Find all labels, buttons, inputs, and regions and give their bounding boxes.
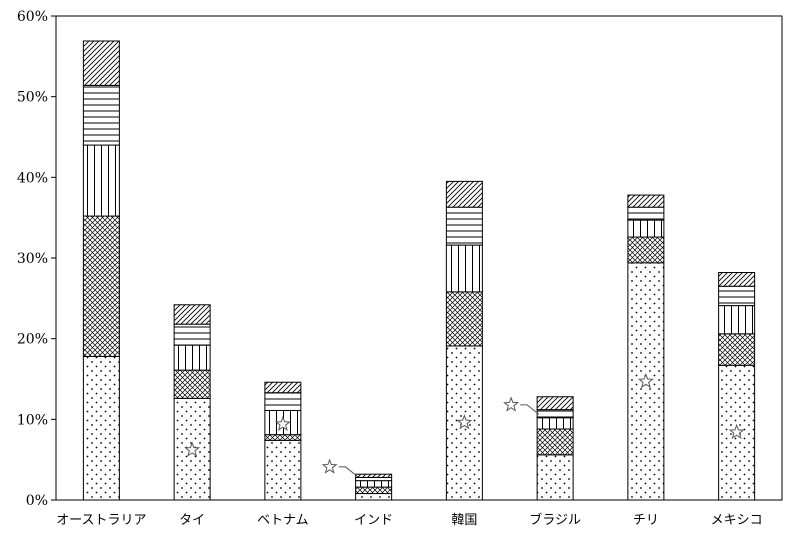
y-tick-label: 0% bbox=[26, 493, 48, 509]
bar-segment-crosshatch bbox=[718, 333, 756, 366]
bar-segment-diagonal bbox=[173, 304, 211, 325]
bar-segment-diagonal bbox=[355, 473, 393, 478]
bar-segment-vertical bbox=[173, 344, 211, 371]
star-leader-line bbox=[520, 404, 540, 415]
bar-segment-horizontal bbox=[173, 323, 211, 346]
star-marker bbox=[728, 423, 745, 440]
bar-segment-horizontal bbox=[82, 84, 120, 146]
star-marker bbox=[274, 415, 291, 431]
bar-stack bbox=[355, 473, 393, 501]
x-category-label: インド bbox=[354, 513, 393, 528]
x-category-label: チリ bbox=[633, 513, 659, 528]
bar-segment-vertical bbox=[627, 219, 665, 238]
y-axis: 0% 10% 20% 30% 40% 50% 60% bbox=[17, 9, 56, 509]
x-category-label: タイ bbox=[179, 513, 205, 528]
bar-stack bbox=[718, 272, 756, 501]
y-tick-label: 60% bbox=[17, 9, 48, 25]
bar-segment-diagonal bbox=[536, 396, 574, 411]
y-tick-label: 20% bbox=[17, 332, 48, 348]
bar-segment-crosshatch bbox=[355, 486, 393, 495]
y-tick-label: 50% bbox=[17, 90, 48, 106]
bar-stack bbox=[264, 381, 302, 501]
bar-segment-crosshatch bbox=[82, 215, 120, 357]
bar-segment-horizontal bbox=[627, 206, 665, 221]
y-tick-label: 10% bbox=[17, 412, 48, 428]
star-icon bbox=[637, 372, 654, 389]
star-marker bbox=[503, 396, 540, 415]
bar-stack bbox=[173, 304, 211, 501]
bar-segment-crosshatch bbox=[173, 369, 211, 399]
star-marker bbox=[637, 372, 654, 389]
star-marker bbox=[456, 414, 473, 430]
star-icon bbox=[503, 396, 520, 412]
star-icon bbox=[184, 441, 201, 457]
bar-segment-vertical bbox=[355, 480, 393, 488]
bar-segment-dots bbox=[82, 355, 120, 501]
y-tick-label: 30% bbox=[17, 251, 48, 267]
plot-frame bbox=[55, 15, 783, 501]
star-marker bbox=[184, 441, 201, 457]
star-icon bbox=[274, 415, 291, 431]
bar-segment-dots bbox=[355, 493, 393, 501]
bar-segment-vertical bbox=[82, 144, 120, 217]
star-marker bbox=[321, 458, 358, 477]
star-icon bbox=[321, 458, 338, 474]
x-category-label: ベトナム bbox=[257, 513, 309, 528]
bar-segment-diagonal bbox=[445, 180, 483, 208]
bar-segment-horizontal bbox=[718, 285, 756, 307]
bar-segment-horizontal bbox=[445, 206, 483, 246]
x-axis: オーストラリア タイ ベトナム インド 韓国 ブラジル チリ メキシコ bbox=[56, 512, 762, 528]
y-tick-label: 40% bbox=[17, 170, 48, 186]
bar-stack bbox=[445, 180, 483, 501]
bar-segment-dots bbox=[264, 439, 302, 501]
bar-segment-crosshatch bbox=[264, 434, 302, 441]
bar-segment-vertical bbox=[718, 305, 756, 335]
bar-segment-horizontal bbox=[264, 392, 302, 411]
star-markers bbox=[184, 372, 745, 477]
x-category-label: 韓国 bbox=[451, 513, 477, 528]
bar-stack bbox=[627, 194, 665, 501]
bar-segment-horizontal bbox=[536, 409, 574, 419]
bar-segment-crosshatch bbox=[536, 428, 574, 456]
x-category-label: ブラジル bbox=[529, 512, 581, 528]
bar-segment-diagonal bbox=[627, 194, 665, 208]
bars bbox=[82, 40, 756, 501]
bar-segment-vertical bbox=[445, 244, 483, 293]
bar-segment-diagonal bbox=[718, 272, 756, 287]
star-icon bbox=[728, 423, 745, 440]
bar-segment-vertical bbox=[536, 417, 574, 430]
bar-segment-diagonal bbox=[264, 381, 302, 394]
bar-segment-diagonal bbox=[82, 40, 120, 86]
bar-stack bbox=[82, 40, 120, 501]
bar-segment-dots bbox=[536, 454, 574, 501]
bar-stack bbox=[536, 396, 574, 501]
x-category-label: メキシコ bbox=[711, 513, 763, 528]
bar-segment-crosshatch bbox=[445, 291, 483, 347]
star-leader-line bbox=[338, 466, 358, 477]
x-category-label: オーストラリア bbox=[56, 513, 146, 528]
star-icon bbox=[456, 414, 473, 430]
bar-segment-crosshatch bbox=[627, 236, 665, 264]
